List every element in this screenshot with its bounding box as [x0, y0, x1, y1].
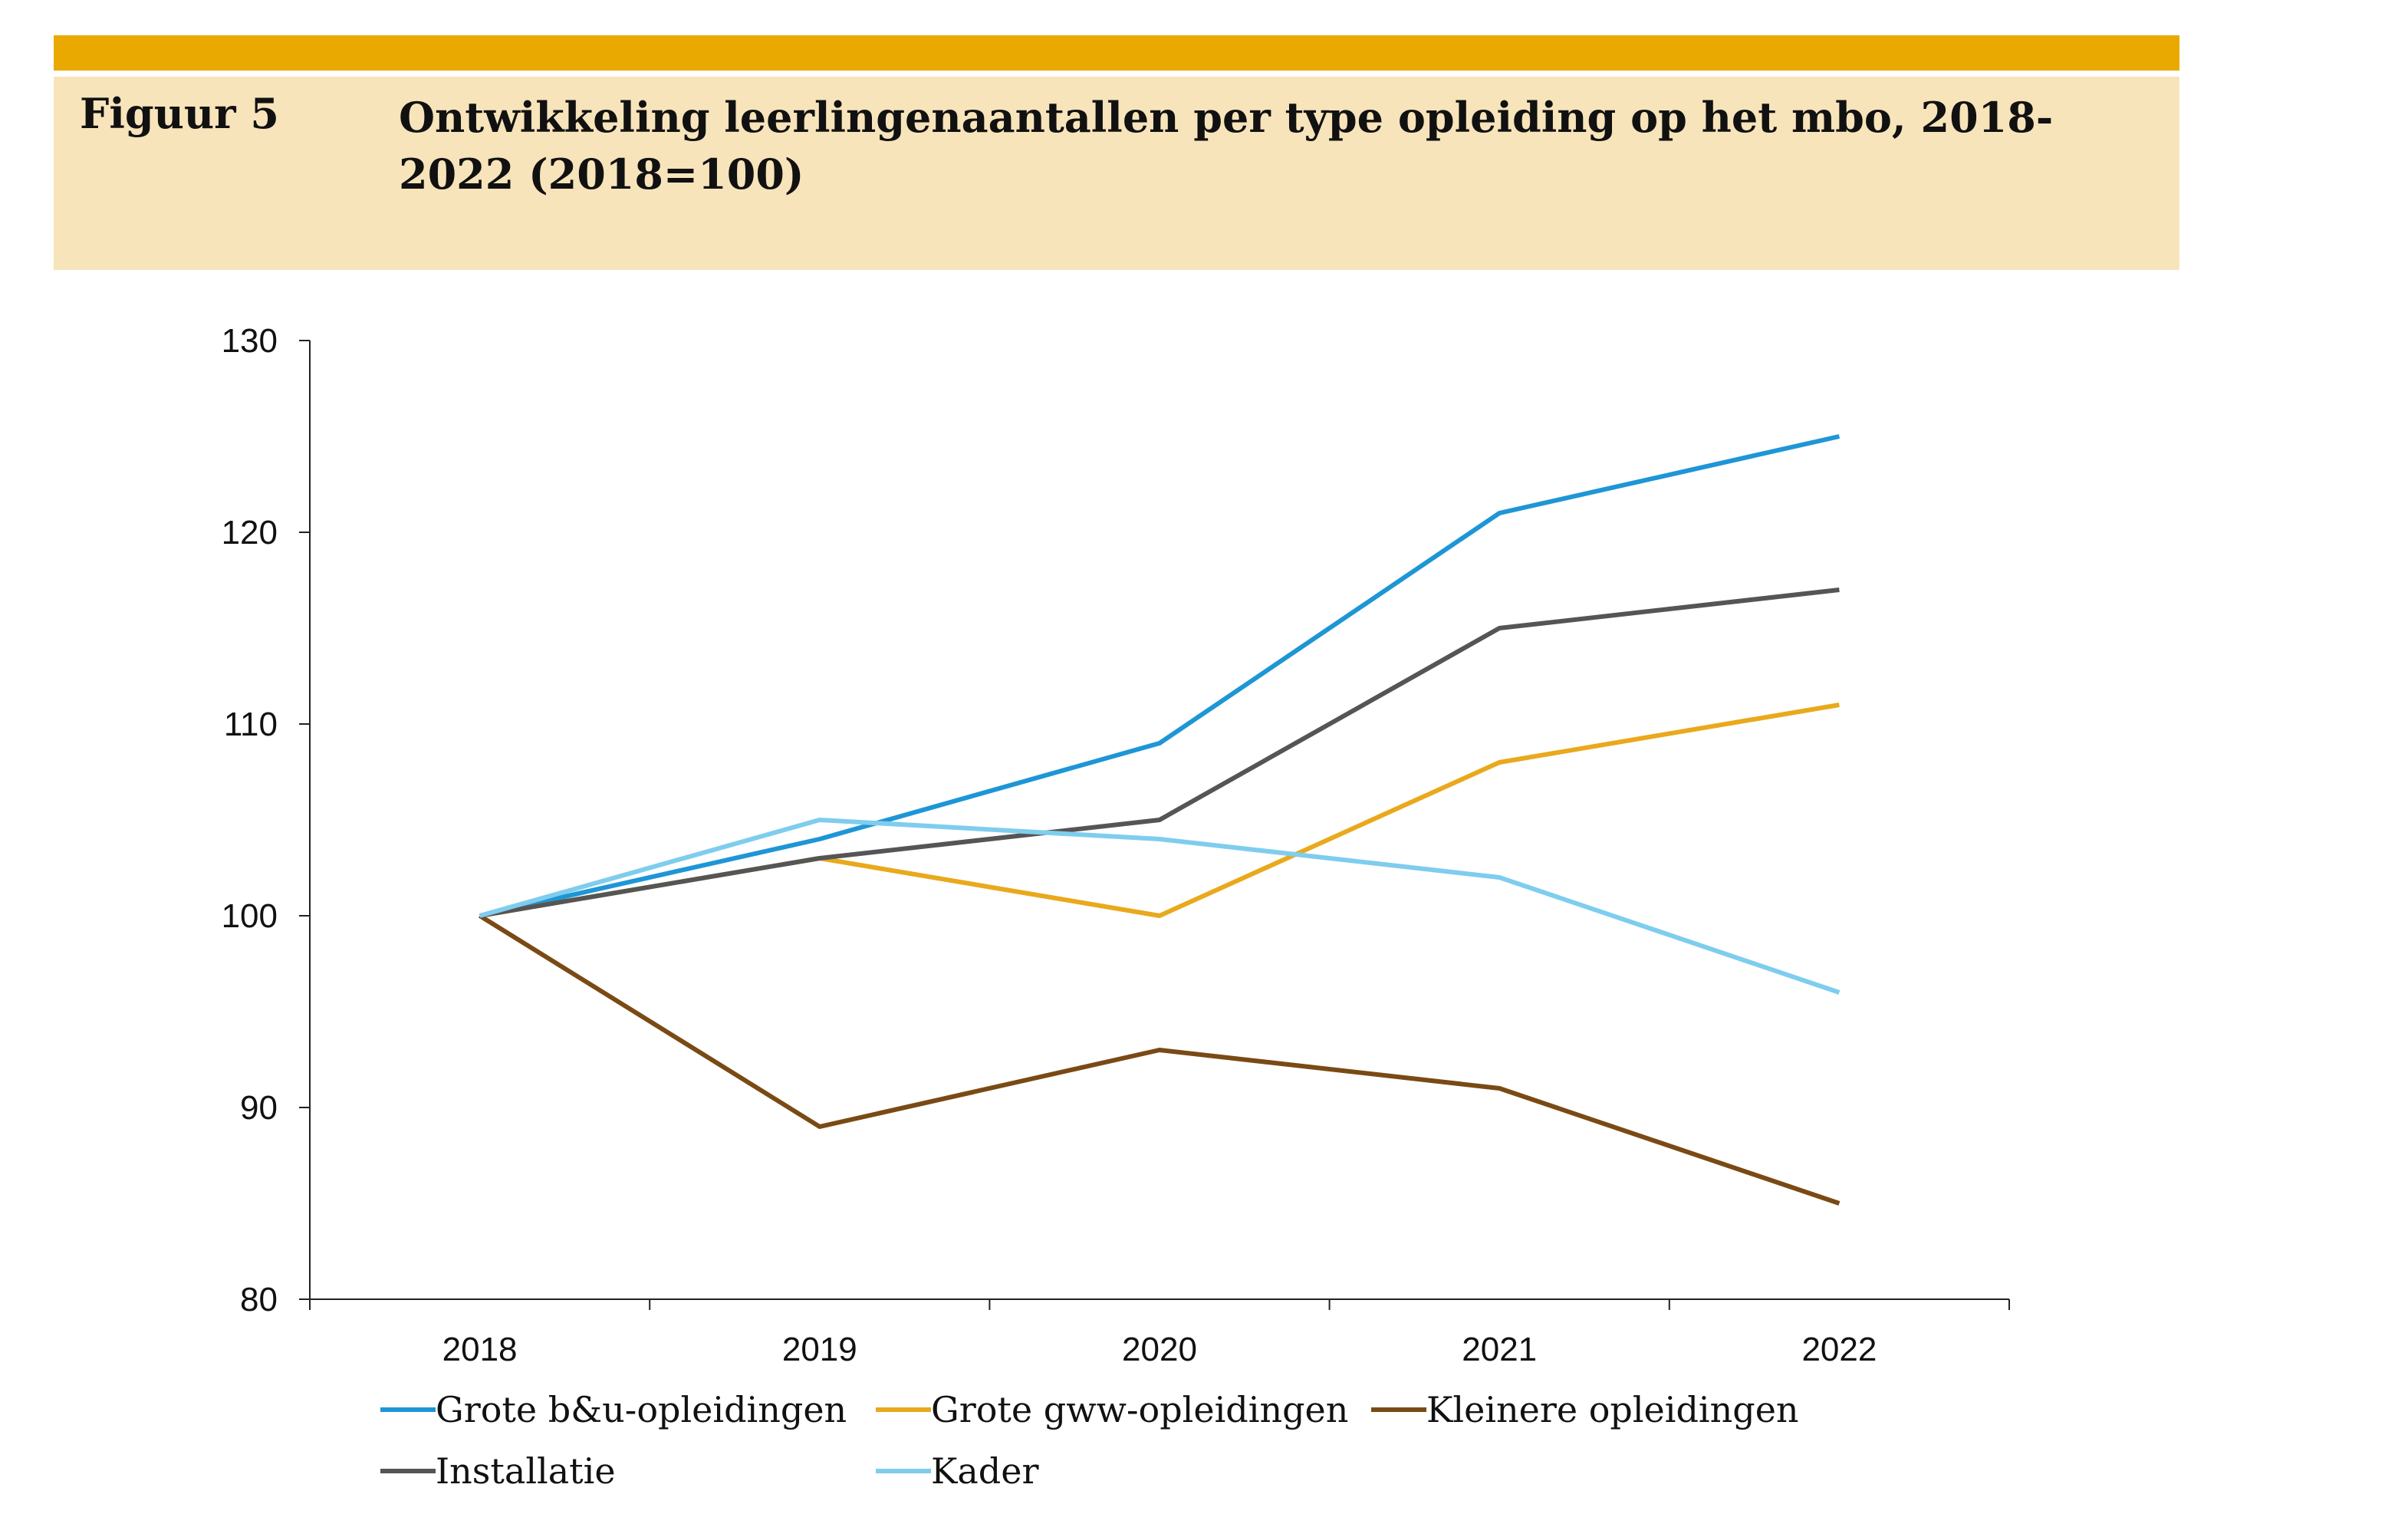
header-accent-bar [54, 35, 2179, 71]
y-tick-label: 100 [222, 897, 278, 935]
legend-label: Installatie [436, 1450, 616, 1492]
figure-title-box [54, 77, 2179, 270]
legend-label: Kader [931, 1450, 1038, 1492]
legend-label: Grote gww-opleidingen [931, 1389, 1348, 1430]
y-tick-label: 120 [222, 514, 278, 551]
x-tick-label: 2018 [442, 1331, 518, 1368]
y-tick-label: 90 [240, 1089, 278, 1127]
figure-label: Figuur 5 [80, 89, 279, 138]
series-line-4 [479, 587, 1840, 918]
y-tick-label: 80 [240, 1281, 278, 1318]
y-tick-label: 130 [222, 322, 278, 360]
x-tick-label: 2022 [1801, 1331, 1877, 1368]
x-tick-label: 2021 [1462, 1331, 1537, 1368]
figure-title: Ontwikkeling leerlingenaantallen per typ… [399, 93, 2054, 199]
series-line-3 [479, 913, 1841, 1206]
series-line-1 [479, 434, 1841, 918]
y-tick-label: 110 [224, 706, 278, 743]
series-line-2 [479, 703, 1840, 918]
series-line-5 [479, 818, 1841, 995]
legend-label: Kleinere opleidingen [1426, 1389, 1799, 1430]
legend-label: Grote b&u-opleidingen [436, 1389, 847, 1430]
x-tick-label: 2020 [1122, 1331, 1197, 1368]
x-tick-label: 2019 [782, 1331, 857, 1368]
